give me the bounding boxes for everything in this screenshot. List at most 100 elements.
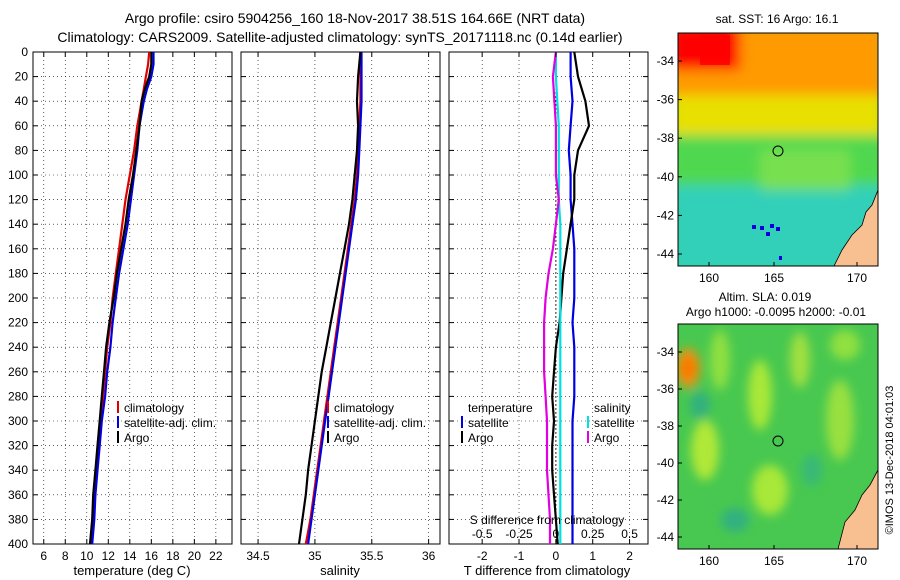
depth-tick-label: 260 bbox=[8, 365, 28, 379]
legend-climatology-label: climatology bbox=[124, 401, 184, 415]
difference-ticks: -2 -1 0 1 2 -0.5 -0.25 0 0.25 0.5 bbox=[449, 51, 648, 563]
s-difference-label: S difference from climatology bbox=[470, 513, 625, 527]
sst-map-panel: sat. SST: 16 Argo: 16.1 bbox=[657, 12, 879, 285]
temperature-ticks: 6 8 10 12 14 16 18 20 22 bbox=[33, 51, 232, 563]
depth-tick-label: 300 bbox=[8, 414, 28, 428]
legend-t-satellite-label: satellite bbox=[468, 416, 509, 430]
salinity-series bbox=[297, 51, 363, 545]
lon-tick-label: 165 bbox=[764, 271, 784, 285]
x-tick-label: 8 bbox=[62, 549, 69, 563]
lat-tick-label: -42 bbox=[657, 208, 675, 222]
lon-tick-label: 160 bbox=[699, 271, 719, 285]
lat-tick-label: -36 bbox=[657, 93, 675, 107]
depth-tick-label: 140 bbox=[8, 217, 28, 231]
series-line-temperature-argo bbox=[551, 51, 591, 545]
sst-map-image bbox=[678, 33, 878, 266]
sst-map-ticks: -34 -36 -38 -40 -42 -44 160 165 170 bbox=[657, 54, 868, 285]
temperature-legend: climatology satellite-adj. clim. Argo bbox=[117, 401, 216, 445]
lat-tick-label: -38 bbox=[657, 419, 675, 433]
lat-tick-label: -44 bbox=[657, 530, 675, 544]
legend-salinity-title: salinity bbox=[594, 401, 631, 415]
salinity-xlabel: salinity bbox=[320, 563, 360, 578]
x-tick-label: 1 bbox=[589, 549, 596, 563]
series-line-temperature-satellite bbox=[567, 52, 576, 544]
x-tick-label: 18 bbox=[166, 549, 180, 563]
lat-tick-label: -34 bbox=[657, 345, 675, 359]
temperature-series bbox=[88, 51, 155, 545]
difference-salinity-legend: salinity satellite Argo bbox=[587, 401, 635, 445]
x-tick-label: 12 bbox=[102, 549, 116, 563]
t-difference-xlabel: T difference from climatology bbox=[464, 563, 631, 578]
depth-tick-label: 60 bbox=[15, 119, 29, 133]
lat-tick-label: -34 bbox=[657, 54, 675, 68]
sla-map-panel: Altim. SLA: 0.019 Argo h1000: -0.0095 h2… bbox=[657, 290, 879, 568]
depth-tick-labels: 0 20 40 60 80 100 120 140 160 180 200 220 240 260 280 3… bbox=[8, 45, 28, 551]
lat-tick-label: -42 bbox=[657, 493, 675, 507]
lat-tick-label: -40 bbox=[657, 456, 675, 470]
legend-s-satellite-label: satellite bbox=[594, 416, 635, 430]
depth-tick-label: 160 bbox=[8, 242, 28, 256]
depth-tick-label: 80 bbox=[15, 143, 29, 157]
series-line-salinity-argo bbox=[542, 51, 560, 544]
legend-satellite-label: satellite-adj. clim. bbox=[334, 416, 426, 430]
lat-tick-label: -38 bbox=[657, 131, 675, 145]
figure-title-line1: Argo profile: csiro 5904256_160 18-Nov-2… bbox=[125, 10, 585, 26]
legend-argo-label: Argo bbox=[124, 431, 150, 445]
sst-argo-location-marker bbox=[772, 145, 784, 157]
sla-map-frame bbox=[677, 323, 879, 550]
depth-tick-label: 200 bbox=[8, 291, 28, 305]
x2-tick-label: 0.5 bbox=[621, 527, 638, 541]
x-tick-label: -2 bbox=[477, 549, 488, 563]
difference-axes-frame bbox=[448, 51, 649, 545]
temperature-panel: 6 8 10 12 14 16 18 20 22 temperature (deg C) cli… bbox=[32, 51, 233, 578]
series-line-argo bbox=[297, 51, 362, 545]
difference-series bbox=[542, 51, 591, 545]
legend-climatology-label: climatology bbox=[334, 401, 394, 415]
depth-tick-label: 360 bbox=[8, 488, 28, 502]
depth-tick-label: 100 bbox=[8, 168, 28, 182]
x2-tick-label: 0 bbox=[553, 527, 560, 541]
lat-tick-label: -44 bbox=[657, 247, 675, 261]
series-line-satellite-adj-clim- bbox=[307, 52, 363, 545]
imos-credit: ©IMOS 13-Dec-2018 04:01:03 bbox=[884, 386, 896, 535]
depth-tick-label: 120 bbox=[8, 193, 28, 207]
sst-map-frame bbox=[677, 32, 879, 267]
depth-tick-label: 240 bbox=[8, 340, 28, 354]
x-tick-label: 35 bbox=[308, 549, 322, 563]
x2-tick-label: 0.25 bbox=[581, 527, 605, 541]
x-tick-label: 34.5 bbox=[246, 549, 270, 563]
series-line-satellite-adj-clim- bbox=[91, 52, 155, 545]
x-tick-label: 6 bbox=[40, 549, 47, 563]
x2-tick-label: -0.5 bbox=[472, 527, 493, 541]
depth-tick-label: 20 bbox=[15, 70, 29, 84]
depth-tick-label: 0 bbox=[21, 45, 28, 59]
depth-tick-label: 380 bbox=[8, 512, 28, 526]
x-tick-label: 10 bbox=[80, 549, 94, 563]
lon-tick-label: 170 bbox=[847, 554, 867, 568]
legend-t-argo-label: Argo bbox=[468, 431, 494, 445]
x2-tick-label: -0.25 bbox=[505, 527, 533, 541]
salinity-panel: 34.5 35 35.5 36 salinity climatology satell… bbox=[240, 51, 441, 578]
legend-temperature-title: temperature bbox=[468, 401, 533, 415]
depth-tick-label: 220 bbox=[8, 316, 28, 330]
depth-tick-label: 180 bbox=[8, 266, 28, 280]
difference-panel: -2 -1 0 1 2 -0.5 -0.25 0 0.25 0.5 S difference fr… bbox=[448, 51, 649, 578]
legend-s-argo-label: Argo bbox=[594, 431, 620, 445]
temperature-axes-frame bbox=[32, 51, 233, 545]
sla-map-title: Altim. SLA: 0.019 bbox=[719, 290, 812, 304]
legend-argo-label: Argo bbox=[334, 431, 360, 445]
legend-satellite-label: satellite-adj. clim. bbox=[124, 416, 216, 430]
lat-tick-label: -40 bbox=[657, 170, 675, 184]
difference-temperature-legend: temperature satellite Argo bbox=[461, 401, 533, 445]
sla-map-subtitle: Argo h1000: -0.0095 h2000: -0.01 bbox=[686, 305, 866, 319]
x-tick-label: 20 bbox=[188, 549, 202, 563]
salinity-ticks: 34.5 35 35.5 36 bbox=[241, 51, 440, 563]
depth-tick-label: 280 bbox=[8, 389, 28, 403]
lon-tick-label: 165 bbox=[764, 554, 784, 568]
depth-tick-label: 400 bbox=[8, 537, 28, 551]
salinity-legend: climatology satellite-adj. clim. Argo bbox=[327, 401, 426, 445]
x-tick-label: -1 bbox=[514, 549, 525, 563]
sla-map-ticks: -34 -36 -38 -40 -42 -44 160 165 170 bbox=[657, 345, 868, 568]
x-tick-label: 0 bbox=[553, 549, 560, 563]
lat-tick-label: -36 bbox=[657, 382, 675, 396]
